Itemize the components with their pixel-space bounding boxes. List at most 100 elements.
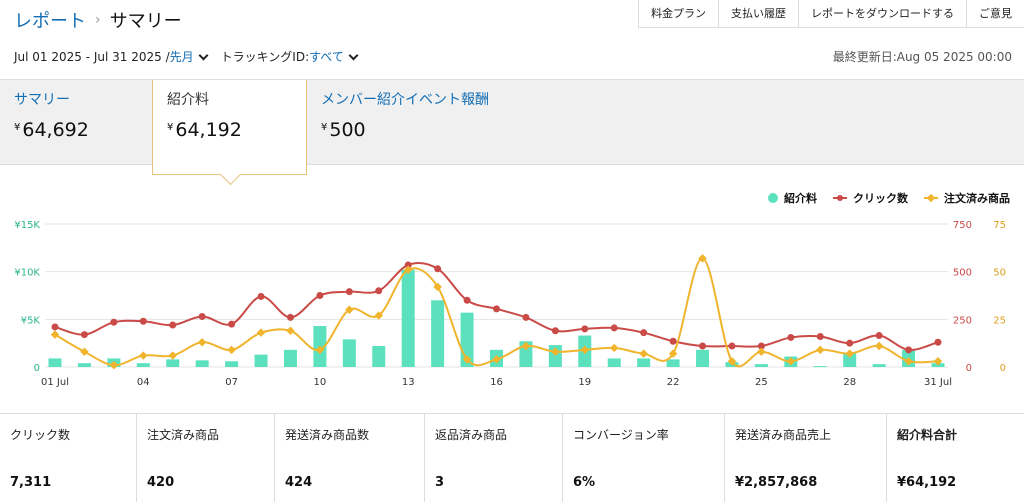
point-clicks [669,337,677,345]
earnings-chart: 0 0 0 ¥5K 250 25 ¥10K 500 50 ¥15K 750 75 01 Jul 04 07 1… [14,220,1006,388]
tab-label: 紹介料 [167,92,209,108]
payment-history-button[interactable]: 支払い履歴 [719,0,799,27]
point-clicks [375,287,383,295]
point-orders [786,357,796,366]
point-clicks [610,324,618,332]
bar-referral-fee [372,346,386,367]
point-clicks [286,313,294,321]
last-updated: 最終更新日:Aug 05 2025 00:00 [832,50,1012,64]
chevron-down-icon[interactable] [348,50,359,60]
tracking-id-label: トラッキングID: [220,50,310,64]
point-orders [551,347,560,356]
stat-label: コンバージョン率 [573,428,669,442]
x-tick-label: 19 [578,377,591,388]
legend-item-orders[interactable]: 注文済み商品 [924,190,1010,206]
y-left-tick-label: 0 [34,363,40,374]
x-tick-label: 31 Jul [924,377,952,388]
summary-tabs: サマリー ¥64,692 紹介料 ¥64,192 メンバー紹介イベント報酬 ¥5… [0,79,1024,175]
x-tick-label: 28 [843,377,856,388]
point-orders [609,343,619,353]
download-report-button[interactable]: レポートをダウンロードする [799,0,967,27]
point-orders [639,349,648,358]
point-orders [109,360,119,370]
bar-referral-fee [754,364,768,367]
bar-referral-fee [607,358,621,367]
bar-referral-fee [843,352,857,367]
period-dropdown[interactable]: 先月 [169,50,194,64]
legend-label: クリック数 [853,192,908,205]
point-orders [197,337,207,347]
y-left-tick-label: ¥5K [21,315,41,326]
y-right-clicks-tick-label: 500 [953,268,972,279]
x-tick-label: 16 [490,377,503,388]
legend-item-clicks[interactable]: クリック数 [833,190,908,206]
y-left-tick-label: ¥10K [14,268,40,279]
stat-shipped-items: 発送済み商品数 424 [275,414,425,502]
point-clicks [169,321,177,329]
tab-value: ¥64,192 [167,119,242,141]
point-orders [286,326,295,336]
legend-item-fee[interactable]: 紹介料 [768,190,817,206]
bar-referral-fee [696,349,710,367]
point-clicks [728,342,736,350]
stat-returned-items: 返品済み商品 3 [425,414,563,502]
x-tick-label: 22 [667,377,680,388]
point-clicks [345,288,353,296]
bar-referral-fee [637,358,651,367]
toolbar: 料金プラン 支払い履歴 レポートをダウンロードする ご意見 [638,0,1024,28]
point-orders [315,345,325,355]
bar-referral-fee [254,354,268,367]
chevron-down-icon[interactable] [198,50,209,60]
point-clicks [757,342,765,350]
stat-label: 発送済み商品売上 [735,428,832,442]
page-title: サマリー [109,11,182,32]
point-clicks [257,292,265,300]
tab-label: サマリー [14,92,70,108]
point-orders [374,311,384,320]
point-clicks [640,329,648,337]
bar-referral-fee [813,366,827,367]
y-right-orders-tick-label: 75 [993,220,1006,231]
point-orders [433,282,442,292]
breadcrumb-separator-icon: › [95,12,101,28]
point-orders [80,347,89,356]
point-orders [50,330,60,339]
tracking-id-dropdown[interactable]: すべて [309,50,344,64]
y-right-clicks-tick-label: 750 [953,220,972,231]
point-clicks [463,296,471,304]
feedback-button[interactable]: ご意見 [967,0,1024,27]
point-orders [874,341,884,351]
breadcrumb-reports-link[interactable]: レポート [14,11,86,32]
bar-referral-fee [136,363,150,367]
report-filters: Jul 01 2025 - Jul 31 2025 / 先月 トラッキングID:… [14,48,371,65]
x-tick-label: 01 Jul [41,377,69,388]
stat-value: 420 [147,475,175,490]
stat-label: 注文済み商品 [147,428,220,442]
legend-swatch [833,193,847,203]
x-tick-label: 04 [137,377,150,388]
bar-referral-fee [666,359,680,367]
tab-referral-fee[interactable]: 紹介料 ¥64,192 [152,80,307,175]
bar-referral-fee [195,360,209,367]
point-orders [816,345,825,355]
x-tick-label: 10 [314,377,327,388]
point-orders [345,305,354,315]
bar-referral-fee [342,339,356,367]
y-right-orders-tick-label: 25 [993,315,1006,326]
breadcrumb: レポート › サマリー [14,7,182,33]
y-left-tick-label: ¥15K [14,220,40,231]
point-orders [139,351,148,360]
point-orders [256,328,266,337]
legend-label: 注文済み商品 [944,192,1010,205]
fee-plan-button[interactable]: 料金プラン [639,0,719,27]
bar-referral-fee [431,300,445,367]
point-clicks [787,333,795,341]
stat-ordered-items: 注文済み商品 420 [137,414,275,502]
stat-total-referral-fee: 紹介料合計 ¥64,192 [887,414,1024,502]
tab-summary[interactable]: サマリー ¥64,692 [0,80,152,166]
bar-referral-fee [77,363,91,367]
tab-member-referral-reward[interactable]: メンバー紹介イベント報酬 ¥500 [307,80,567,166]
point-clicks [434,265,442,273]
point-clicks [51,323,59,331]
point-orders [403,265,413,275]
